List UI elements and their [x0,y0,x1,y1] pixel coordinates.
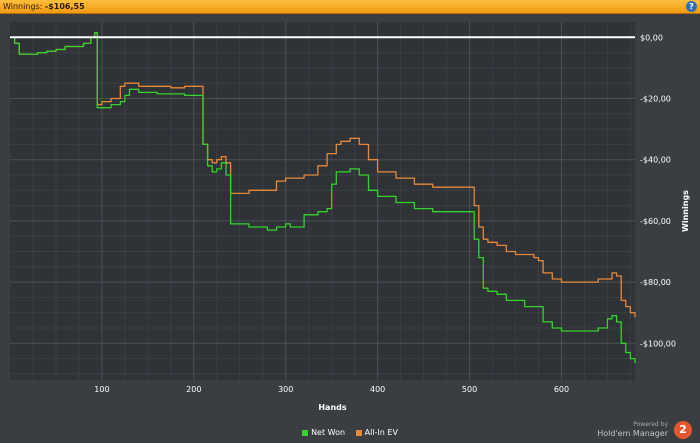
net-won-line [10,32,636,364]
all-in-ev-line [10,32,636,318]
help-icon[interactable]: ? [686,1,697,12]
winnings-value: -$106,55 [44,2,85,11]
x-tick-label: 500 [462,385,477,394]
y-tick-label: -$100,00 [640,339,676,348]
x-tick-label: 600 [554,385,569,394]
x-tick-label: 100 [94,385,109,394]
x-tick-label: 200 [186,385,201,394]
chart-legend: Net Won All-In EV [0,428,700,438]
winnings-chart: 100 200 300 400 500 600 $0,00 -$20,00 -$40,00 -$6… [10,22,690,412]
y-tick-label: $0,00 [640,33,663,42]
winnings-label: Winnings: [3,2,43,11]
legend-swatch-all-in-ev [355,429,362,436]
x-tick-label: 400 [370,385,385,394]
plot-area [10,22,635,380]
legend-item-net-won: Net Won [302,428,345,438]
hem-logo-icon: 2 [674,421,692,439]
y-tick-label: -$40,00 [640,156,671,165]
legend-swatch-net-won [302,429,309,436]
legend-label-all-in-ev: All-In EV [364,428,398,437]
y-tick-label: -$60,00 [640,217,671,226]
powered-by-text: Powered by [633,421,668,428]
y-axis-title: Winnings [681,190,690,232]
legend-item-all-in-ev: All-In EV [355,428,398,438]
winnings-summary: Winnings: -$106,55 [3,0,85,13]
brand-name: Hold'em Manager [597,429,668,438]
y-tick-label: -$80,00 [640,278,671,287]
winnings-header: Winnings: -$106,55 ? [0,0,700,14]
brand-logo: Powered by Hold'em Manager 2 [574,420,694,440]
legend-label-net-won: Net Won [311,428,346,437]
x-axis-title: Hands [318,403,347,412]
x-tick-label: 300 [278,385,293,394]
y-tick-label: -$20,00 [640,94,671,103]
